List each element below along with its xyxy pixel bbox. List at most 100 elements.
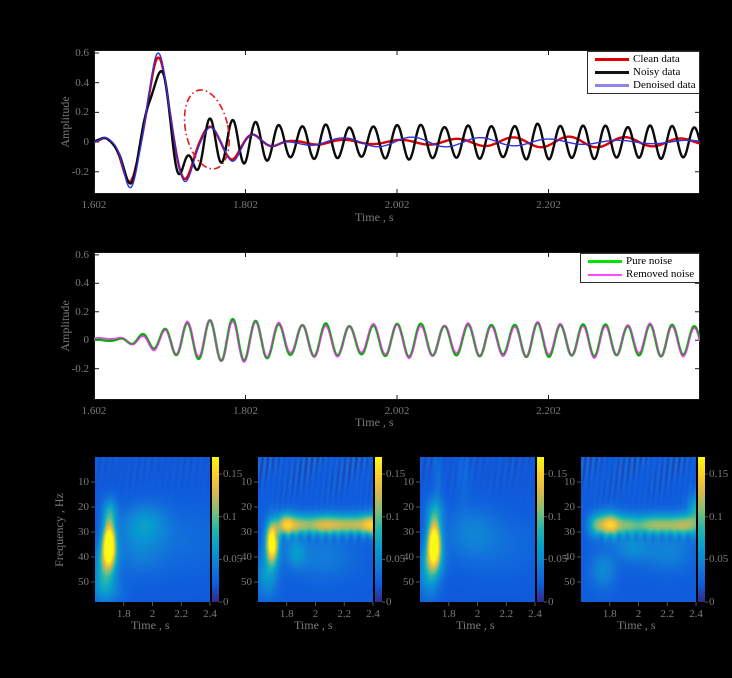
colorbar-tick-label: 0: [386, 596, 392, 608]
spec-y-tick-label: 50: [564, 576, 575, 588]
colorbar-tick-label: 0: [223, 596, 229, 608]
colorbar-tick-label: 0.1: [548, 510, 562, 523]
spec-y-tick-label: 20: [403, 501, 414, 513]
spec-x-tick-label: 1.8: [441, 608, 456, 620]
colorbar-clean: [212, 457, 219, 602]
spectrogram-clean-image: [95, 457, 210, 602]
spec-x-tick-label: 2.4: [203, 608, 217, 620]
denoised-data-line-swatch: [595, 84, 629, 87]
spec-x-tick-label: 2.2: [660, 608, 675, 620]
spectrogram-ylabel: Frequency , Hz: [52, 493, 66, 567]
colorbar-tick-label: 0.15: [223, 468, 243, 481]
legend-item-pure-noise: Pure noise: [581, 255, 699, 268]
top-plot-xlabel: Time , s: [355, 210, 394, 224]
spec-x-tick-label: 1.8: [116, 608, 131, 620]
colorbar-tick-label: 0.1: [386, 510, 400, 523]
y-tick-label: 0: [83, 136, 90, 149]
colorbar-tick-label: 0.05: [386, 553, 406, 566]
spec-x-tick-label: 1.8: [279, 608, 294, 620]
noisy-data-line-swatch: [595, 71, 629, 74]
y-tick-label: 0.2: [75, 106, 89, 119]
y-tick-label: -0.2: [71, 165, 89, 178]
spec-x-tick-label: 2: [312, 608, 319, 620]
x-tick-label: 1.802: [233, 405, 258, 417]
spec-y-tick-label: 30: [564, 526, 575, 538]
spec-x-tick-label: 1.8: [602, 608, 617, 620]
spec-y-tick-label: 40: [241, 551, 252, 563]
spec-y-tick-label: 30: [403, 526, 414, 538]
spectrogram-noisy-image: [258, 457, 373, 602]
spec-x-tick-label: 2.4: [528, 608, 542, 620]
spectrogram-denoised-xlabel: Time , s: [456, 618, 495, 632]
x-tick-label: 2.202: [536, 405, 561, 417]
x-tick-label: 2.002: [384, 405, 410, 417]
legend-item-denoised-data: Denoised data: [588, 79, 699, 92]
spec-x-tick-label: 2.2: [499, 608, 514, 620]
colorbar-tick-label: 0.1: [709, 510, 723, 523]
spec-y-tick-label: 40: [564, 551, 575, 563]
spectrogram-denoised-image: [420, 457, 535, 602]
spec-y-tick-label: 20: [564, 501, 575, 513]
spectrogram-removed-noise-image: [581, 457, 696, 602]
y-tick-label: 0.4: [75, 76, 89, 89]
legend-item-removed-noise: Removed noise: [581, 268, 699, 281]
spec-y-tick-label: 40: [78, 551, 89, 563]
spec-y-tick-label: 20: [241, 501, 252, 513]
legend-middle-plot: Pure noise Removed noise: [580, 253, 700, 283]
colorbar-tick-label: 0.15: [709, 468, 729, 481]
y-tick-label: 0.4: [75, 277, 89, 290]
spec-x-tick-label: 2: [149, 608, 156, 620]
clean-data-line-swatch: [595, 58, 629, 61]
colorbar-tick-label: 0.05: [709, 553, 729, 566]
legend-label: Clean data: [633, 53, 680, 65]
legend-label: Denoised data: [633, 79, 696, 91]
colorbar-tick-label: 0.05: [548, 553, 568, 566]
colorbar-tick-label: 0.1: [223, 510, 237, 523]
spec-y-tick-label: 50: [78, 576, 89, 588]
colorbar-tick-label: 0: [548, 596, 554, 608]
spec-y-tick-label: 20: [78, 501, 89, 513]
pure-noise-line-swatch: [588, 260, 622, 263]
top-plot-ylabel: Amplitude: [58, 96, 72, 148]
spectrogram-noisy-xlabel: Time , s: [294, 618, 333, 632]
x-tick-label: 2.202: [536, 199, 561, 211]
spectrogram-removed-noise-xlabel: Time , s: [617, 618, 656, 632]
y-tick-label: 0.6: [75, 248, 89, 261]
y-tick-label: -0.2: [71, 362, 89, 375]
spec-y-tick-label: 50: [403, 576, 414, 588]
colorbar-tick-label: 0.15: [548, 468, 568, 481]
spec-x-tick-label: 2: [474, 608, 481, 620]
x-tick-label: 1.602: [81, 405, 107, 417]
spec-y-tick-label: 50: [241, 576, 252, 588]
colorbar-tick-label: 0.15: [386, 468, 406, 481]
spec-x-tick-label: 2: [635, 608, 642, 620]
spec-x-tick-label: 2.4: [689, 608, 703, 620]
spec-y-tick-label: 40: [403, 551, 414, 563]
legend-top-plot: Clean data Noisy data Denoised data: [587, 51, 700, 94]
legend-item-clean-data: Clean data: [588, 53, 699, 66]
legend-label: Removed noise: [626, 268, 695, 280]
spec-y-tick-label: 30: [241, 526, 252, 538]
spec-x-tick-label: 2.4: [366, 608, 380, 620]
colorbar-denoised: [537, 457, 544, 602]
x-tick-label: 1.602: [81, 199, 107, 211]
legend-label: Pure noise: [626, 255, 673, 267]
colorbar-tick-label: 0.05: [223, 553, 243, 566]
middle-plot-xlabel: Time , s: [355, 415, 394, 429]
y-tick-label: 0.6: [75, 46, 89, 59]
colorbar-noisy: [375, 457, 382, 602]
colorbar-removed-noise: [698, 457, 705, 602]
spec-y-tick-label: 10: [78, 476, 89, 488]
y-tick-label: 0: [83, 334, 90, 347]
spec-x-tick-label: 2.2: [337, 608, 352, 620]
spec-x-tick-label: 2.2: [174, 608, 189, 620]
legend-item-noisy-data: Noisy data: [588, 66, 699, 79]
removed-noise-line-swatch: [588, 273, 622, 276]
spec-y-tick-label: 10: [403, 476, 414, 488]
middle-plot-ylabel: Amplitude: [58, 300, 72, 352]
spec-y-tick-label: 30: [78, 526, 89, 538]
x-tick-label: 1.802: [233, 199, 258, 211]
y-tick-label: 0.2: [75, 305, 89, 318]
spec-y-tick-label: 10: [564, 476, 575, 488]
x-tick-label: 2.002: [384, 199, 410, 211]
